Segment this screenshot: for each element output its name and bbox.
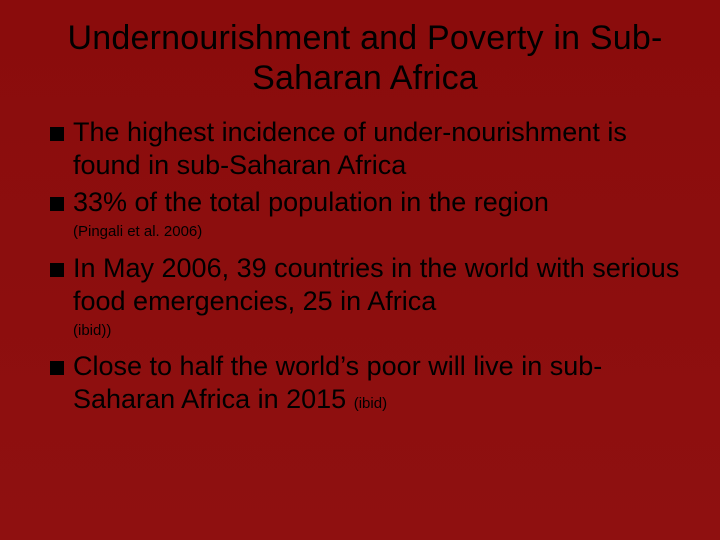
bullet-text: In May 2006, 39 countries in the world w… xyxy=(73,252,680,318)
citation: (Pingali et al. 2006) xyxy=(73,223,680,242)
bullet-text: Close to half the world’s poor will live… xyxy=(73,350,680,416)
square-bullet-icon xyxy=(50,197,64,211)
bullet-item: The highest incidence of under-nourishme… xyxy=(50,116,680,182)
bullet-text: The highest incidence of under-nourishme… xyxy=(73,116,680,182)
slide-title: Undernourishment and Poverty in Sub-Saha… xyxy=(50,18,680,98)
bullet-text: 33% of the total population in the regio… xyxy=(73,186,680,219)
bullet-list: The highest incidence of under-nourishme… xyxy=(50,116,680,416)
square-bullet-icon xyxy=(50,361,64,375)
square-bullet-icon xyxy=(50,263,64,277)
citation: (ibid)) xyxy=(73,322,680,341)
bullet-item: 33% of the total population in the regio… xyxy=(50,186,680,219)
slide: Undernourishment and Poverty in Sub-Saha… xyxy=(0,0,720,540)
bullet-text-main: Close to half the world’s poor will live… xyxy=(73,351,602,414)
citation-inline: (ibid) xyxy=(354,395,387,412)
bullet-item: Close to half the world’s poor will live… xyxy=(50,350,680,416)
square-bullet-icon xyxy=(50,127,64,141)
bullet-item: In May 2006, 39 countries in the world w… xyxy=(50,252,680,318)
